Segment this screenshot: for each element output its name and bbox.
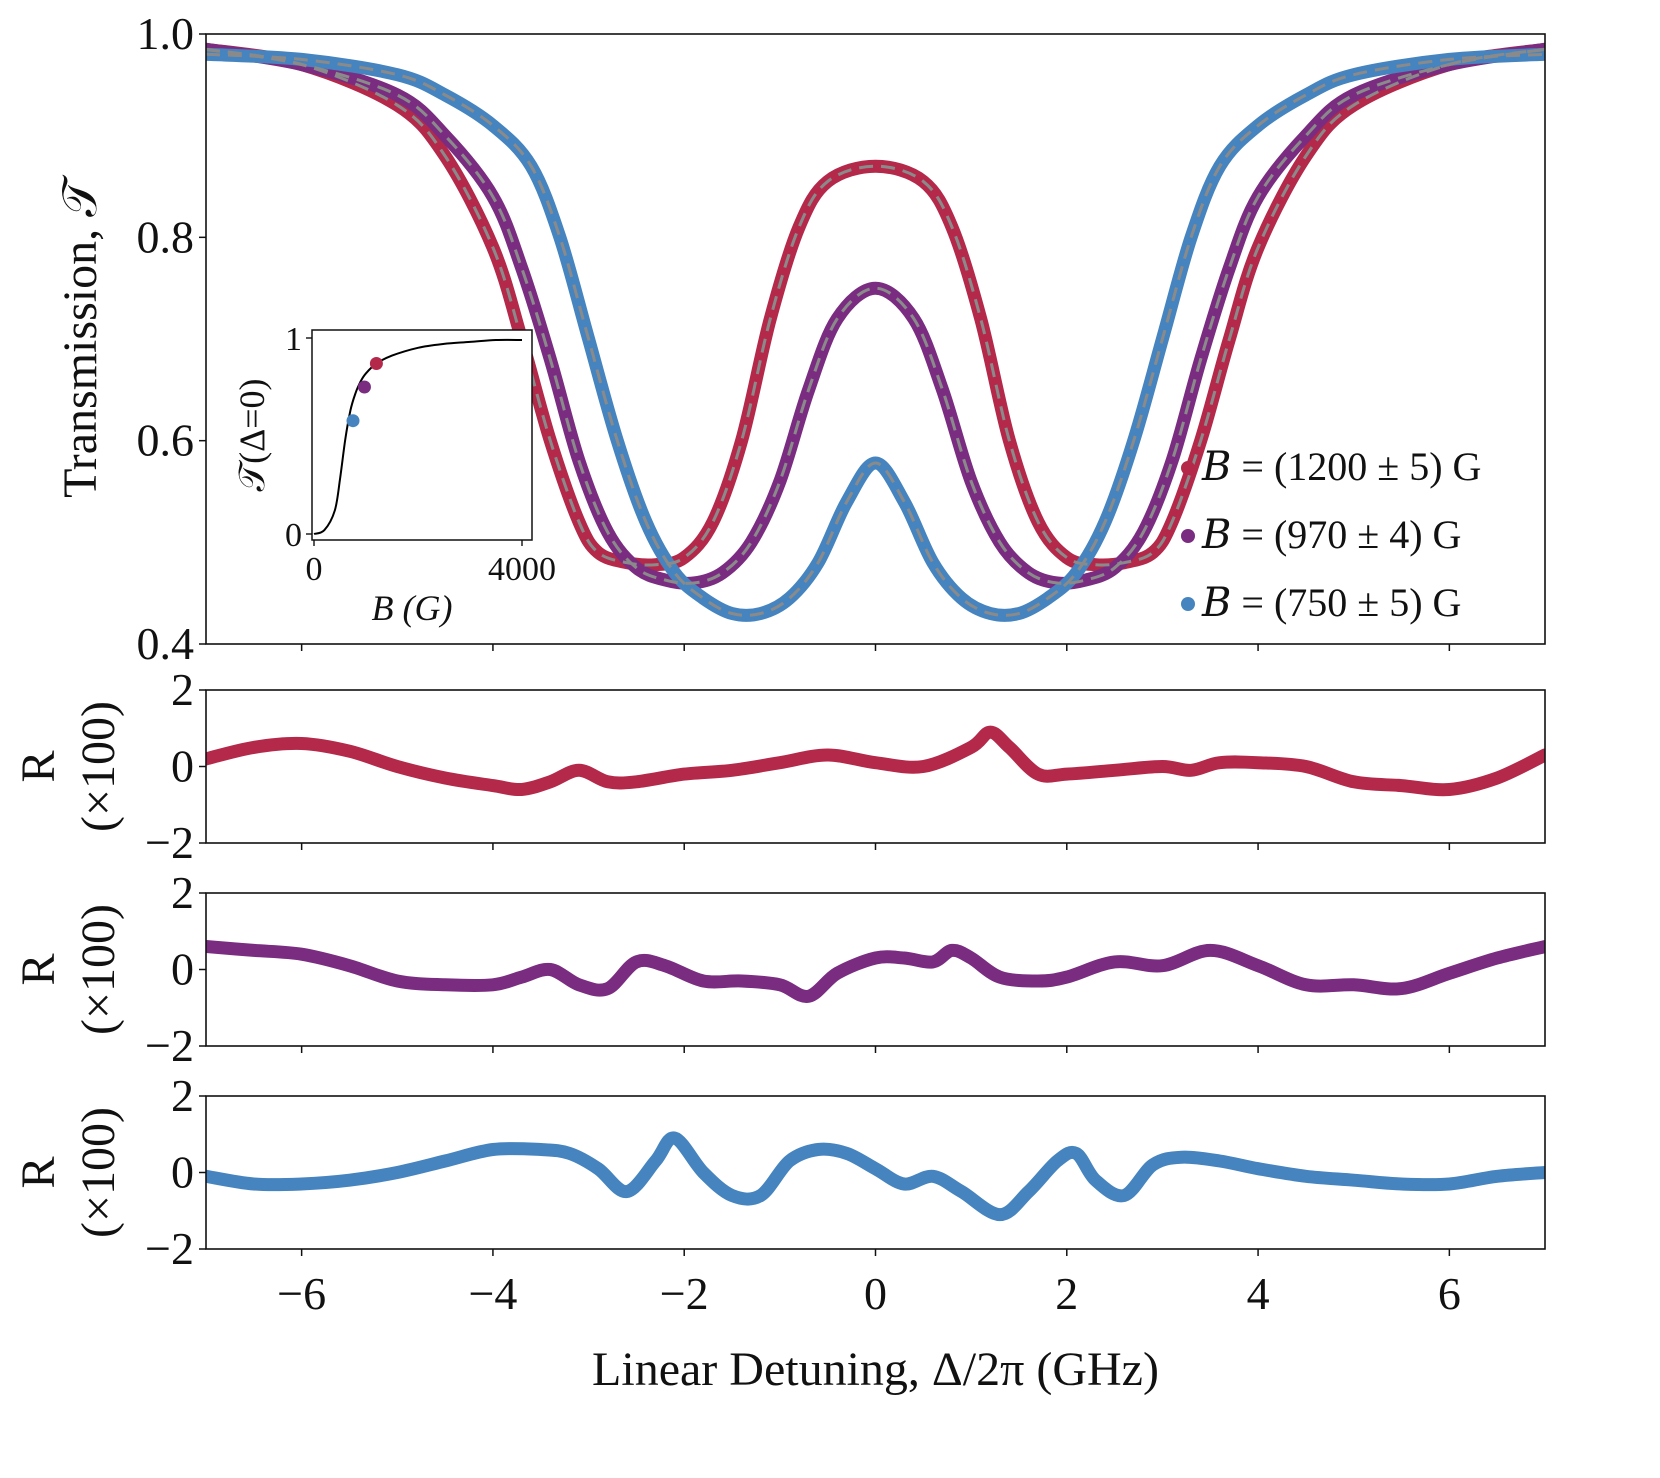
y-tick-label: −2 <box>145 1020 194 1071</box>
residual-y-label-line2: (×100) <box>72 1107 125 1238</box>
x-axis-label: Linear Detuning, Δ/2π (GHz) <box>592 1343 1159 1396</box>
x-tick-label: −6 <box>277 1268 326 1319</box>
legend-marker-1 <box>1181 529 1195 543</box>
residual-panel-red: −2 0 2 R (×100) <box>12 664 1546 868</box>
residual-series-group <box>206 725 1545 797</box>
inset-x-axis-label: B (G) <box>372 588 453 628</box>
legend-label-2: 𝐵 = (750 ± 5) G <box>1201 580 1461 625</box>
residual-y-label-line1: R <box>12 1156 65 1188</box>
residual-panel-blue: −6 −4 −2 0 2 4 6 −2 0 2 R (×100) Linear Detuning, Δ/… <box>12 1070 1546 1396</box>
legend-marker-0 <box>1181 461 1195 475</box>
x-tick-label: 2 <box>1055 1268 1078 1319</box>
fit-line-2 <box>206 52 1545 617</box>
y-tick-label: 2 <box>171 867 194 918</box>
y-tick-label: 2 <box>171 1070 194 1121</box>
residual-series-group <box>206 940 1545 1003</box>
x-tick-label: 6 <box>1438 1268 1461 1319</box>
residual-line <box>206 725 1545 797</box>
y-tick-label: 0 <box>171 944 194 995</box>
residual-line <box>206 1131 1545 1222</box>
x-tick-label: 0 <box>864 1268 887 1319</box>
inset-point-0 <box>346 414 360 428</box>
inset-panel: 0 4000 0 1 B (G) 𝒯(Δ=0) <box>232 321 556 628</box>
y-tick-label: −2 <box>145 1223 194 1274</box>
y-tick-label: 2 <box>171 664 194 715</box>
residual-frame <box>205 892 1546 1047</box>
inset-curve <box>313 338 523 535</box>
y-tick-label: −2 <box>145 817 194 868</box>
inset-point-1 <box>357 380 371 394</box>
y-tick-label: 0 <box>171 741 194 792</box>
y-tick-label: 0.6 <box>137 415 195 466</box>
inset-y-axis-label: 𝒯(Δ=0) <box>232 378 272 491</box>
inset-y-tick-label: 1 <box>285 321 302 358</box>
residual-y-label-line1: R <box>12 750 65 782</box>
x-tick-label: 4 <box>1247 1268 1270 1319</box>
fit-line-1 <box>206 47 1545 585</box>
residual-y-label-line2: (×100) <box>72 904 125 1035</box>
inset-point-2 <box>369 356 383 370</box>
x-tick-label: −4 <box>468 1268 517 1319</box>
residual-y-label-line2: (×100) <box>72 701 125 832</box>
inset-x-tick-label: 4000 <box>488 551 556 588</box>
y-tick-label: 0 <box>171 1147 194 1198</box>
main-y-axis-label: Transmission, 𝒯 <box>54 174 107 498</box>
y-tick-label: 0.8 <box>137 211 195 262</box>
y-tick-label: 0.4 <box>137 618 195 669</box>
residual-panel-purple: −2 0 2 R (×100) <box>12 867 1546 1071</box>
legend-label-0: 𝐵 = (1200 ± 5) G <box>1201 444 1481 489</box>
legend-label-1: 𝐵 = (970 ± 4) G <box>1201 512 1461 557</box>
residual-series-group <box>206 1131 1545 1222</box>
legend: 𝐵 = (1200 ± 5) G 𝐵 = (970 ± 4) G 𝐵 = (750 … <box>1181 444 1481 625</box>
legend-marker-2 <box>1181 597 1195 611</box>
main-transmission-panel: 0.4 0.6 0.8 1.0 Transmission, 𝒯 <box>54 8 1546 669</box>
inset-x-tick-label: 0 <box>306 551 323 588</box>
residual-line <box>206 940 1545 1003</box>
residual-y-label-line1: R <box>12 953 65 985</box>
inset-y-tick-label: 0 <box>285 517 302 554</box>
x-tick-label: −2 <box>660 1268 709 1319</box>
inset-frame <box>311 329 533 541</box>
y-tick-label: 1.0 <box>137 8 195 59</box>
